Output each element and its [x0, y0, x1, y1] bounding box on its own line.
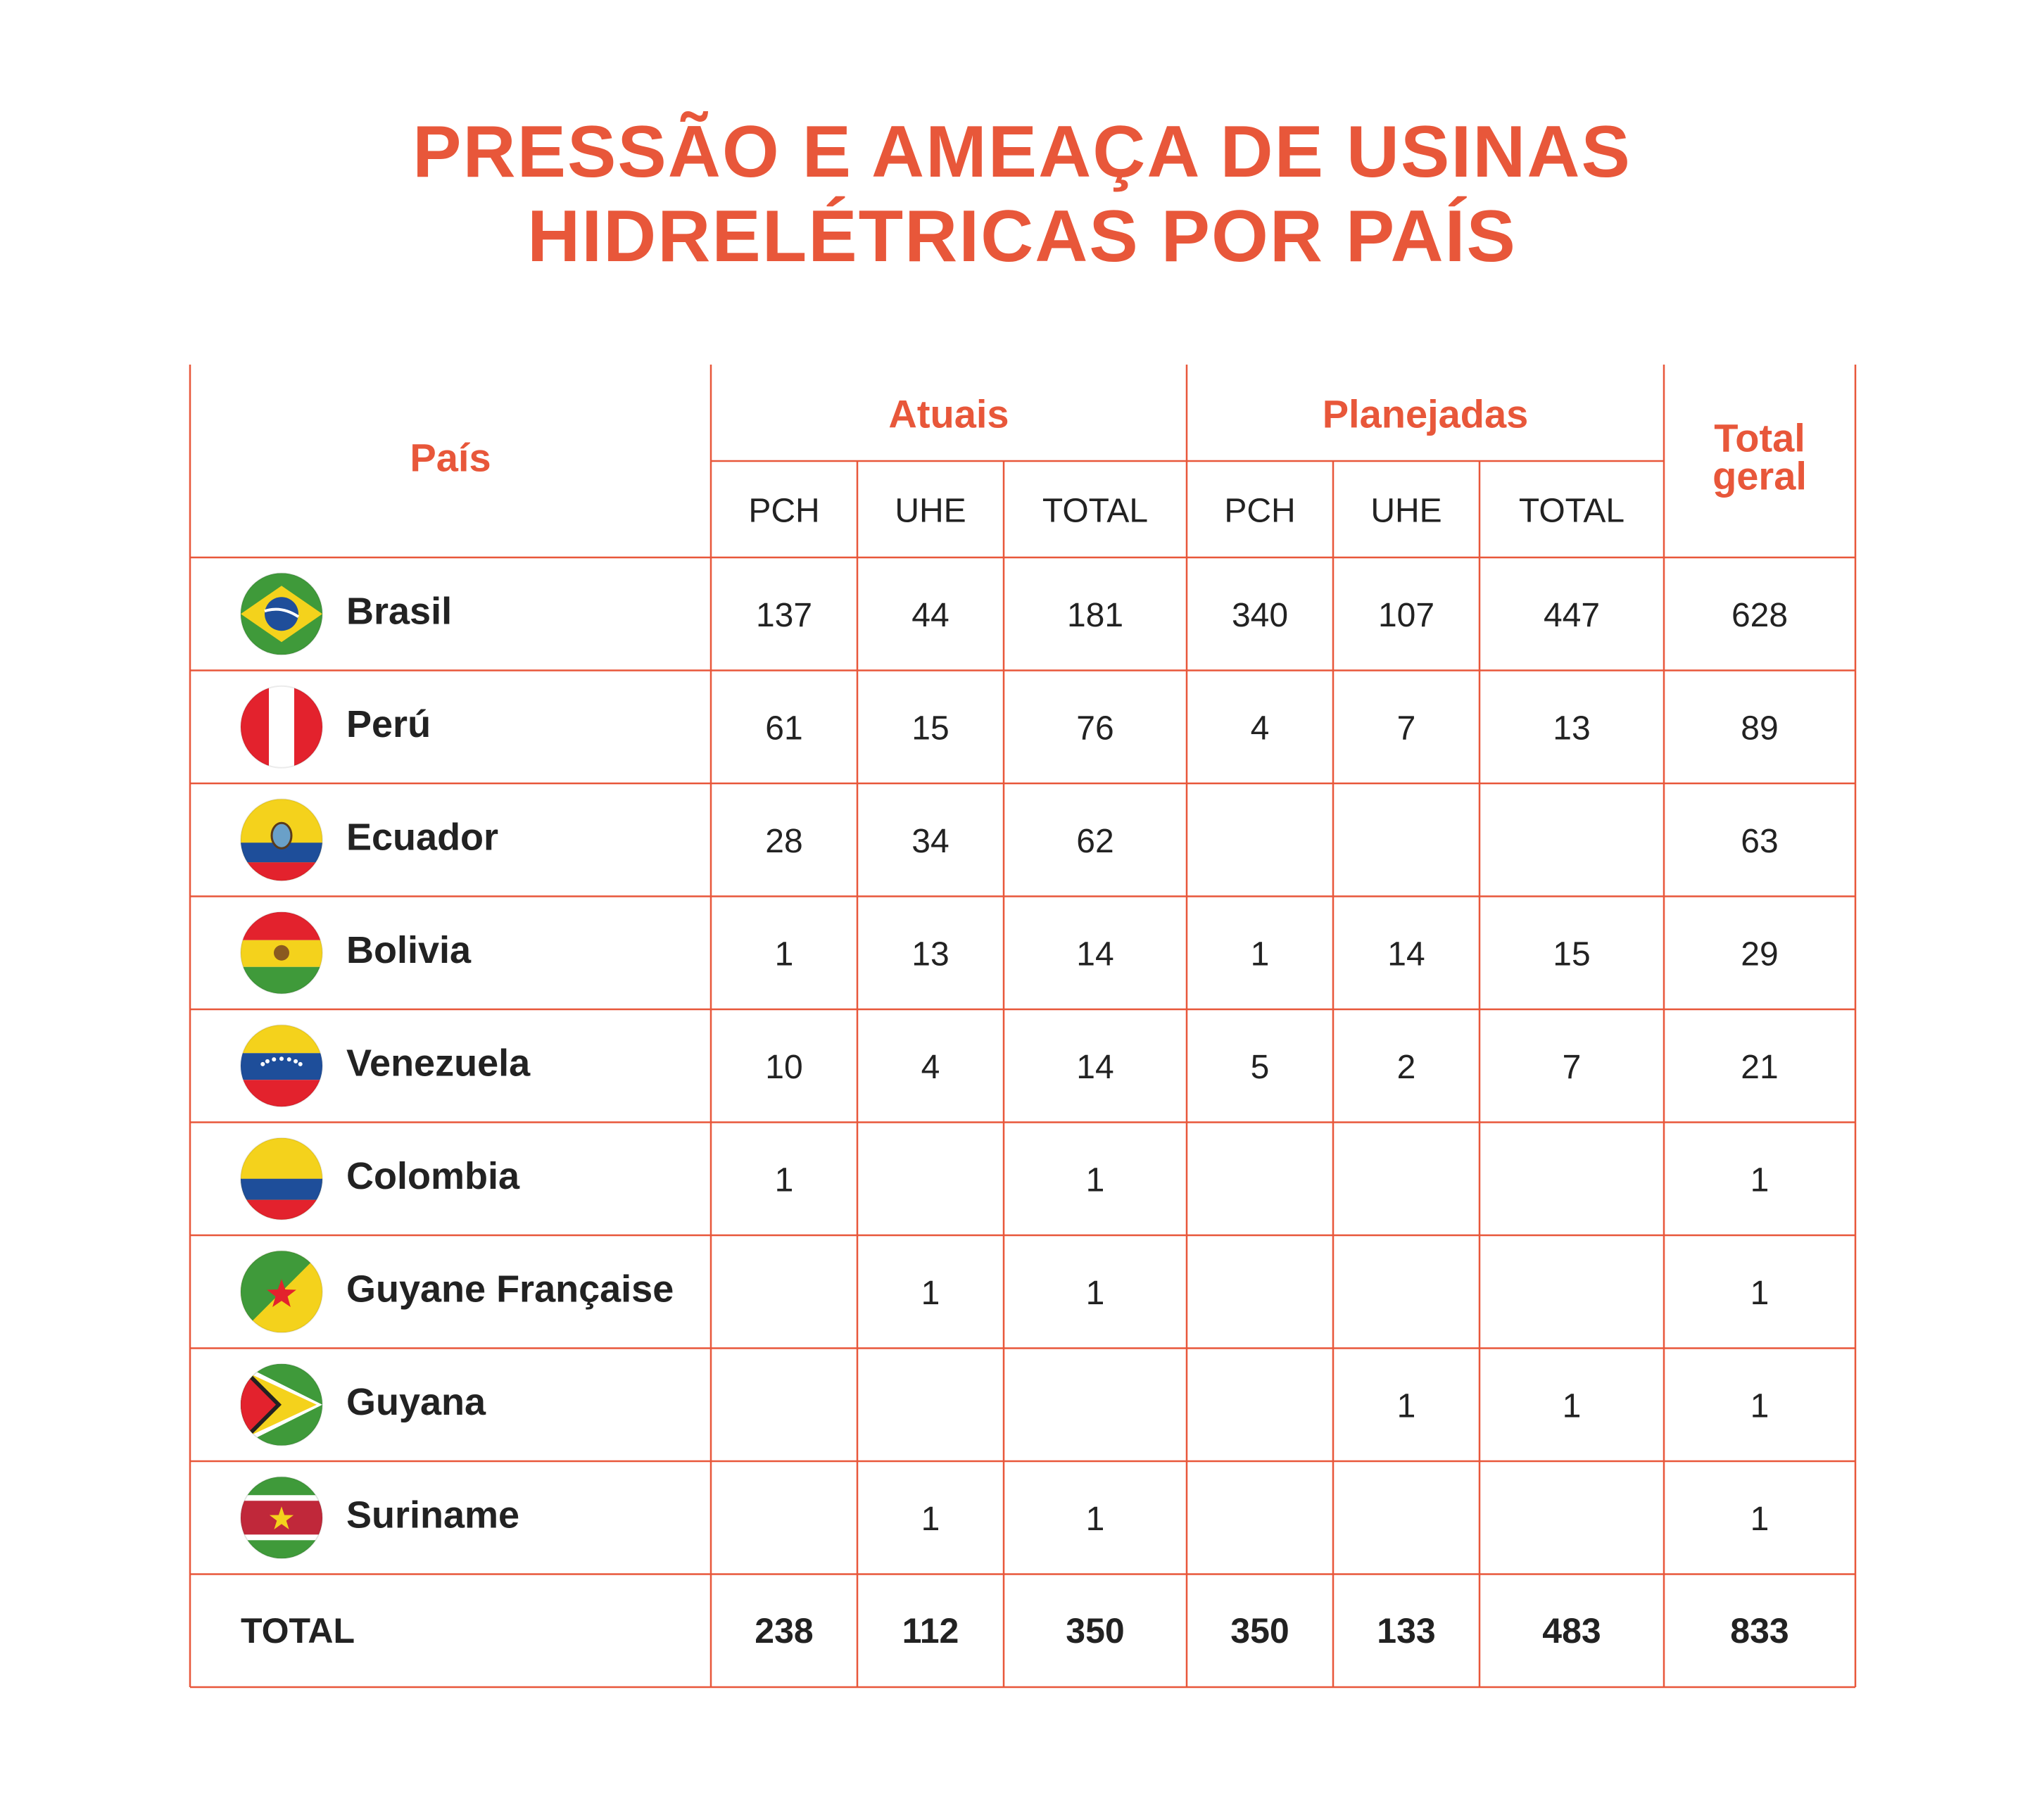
value-cell: 63: [1741, 823, 1778, 860]
country-column-header: País: [410, 436, 491, 480]
value-cell: 15: [1553, 935, 1590, 973]
ecuador-flag-icon: [240, 798, 323, 882]
colombia-flag-icon: [240, 1137, 323, 1220]
value-cell: 10: [765, 1049, 802, 1086]
suriname-flag-icon: [240, 1476, 323, 1560]
title-line-2: HIDRELÉTRICAS POR PAÍS: [527, 196, 1517, 277]
peru-flag-icon: [240, 685, 323, 769]
subcolumn-header: UHE: [1370, 493, 1441, 530]
value-cell: 7: [1563, 1049, 1582, 1086]
table-row: Suriname 1 1 1: [240, 1476, 1769, 1560]
table-grid: [189, 365, 1857, 1689]
total-value-cell: 350: [1230, 1611, 1289, 1651]
table-row: Ecuador 28 34 62 63: [240, 798, 1779, 882]
value-cell: 4: [1251, 709, 1270, 747]
value-cell: 14: [1076, 935, 1114, 973]
value-cell: 28: [765, 823, 802, 860]
table-row: Bolivia 1 13 14 1 14 15 29: [240, 911, 1779, 995]
subcolumn-header: TOTAL: [1042, 493, 1148, 530]
value-cell: 89: [1741, 709, 1778, 747]
total-value-cell: 112: [902, 1611, 959, 1651]
country-name: Venezuela: [346, 1042, 531, 1084]
country-name: Suriname: [346, 1494, 519, 1536]
value-cell: 13: [1553, 709, 1590, 747]
value-cell: 137: [756, 597, 812, 634]
table-row: Guyane Française 1 1 1: [240, 1250, 1769, 1334]
value-cell: 62: [1076, 823, 1114, 860]
title-line-1: PRESSÃO E AMEAÇA DE USINAS: [412, 111, 1632, 193]
total-value-cell: 133: [1377, 1611, 1435, 1651]
value-cell: 1: [775, 1161, 794, 1199]
value-cell: 1: [1086, 1501, 1105, 1538]
country-name: Guyana: [346, 1381, 486, 1423]
subcolumn-header: TOTAL: [1519, 493, 1625, 530]
value-cell: 107: [1378, 597, 1434, 634]
value-cell: 14: [1076, 1049, 1114, 1086]
table-row: Guyana 1 1 1: [240, 1363, 1769, 1446]
country-name: Ecuador: [346, 816, 498, 858]
total-geral-header-line-1: Total: [1714, 416, 1805, 460]
value-cell: 1: [1086, 1161, 1105, 1199]
value-cell: 447: [1544, 597, 1600, 634]
value-cell: 340: [1232, 597, 1288, 634]
french-guiana-flag-icon: [240, 1250, 323, 1334]
value-cell: 1: [921, 1501, 940, 1538]
total-geral-header-line-2: geral: [1712, 454, 1807, 498]
value-cell: 15: [911, 709, 949, 747]
value-cell: 1: [1397, 1387, 1416, 1425]
value-cell: 1: [1750, 1501, 1769, 1538]
value-cell: 1: [1086, 1275, 1105, 1312]
value-cell: 1: [1251, 935, 1270, 973]
value-cell: 44: [911, 597, 949, 634]
value-cell: 1: [1750, 1387, 1769, 1425]
table-row: Brasil 137 44 181 340 107 447 628: [240, 572, 1788, 656]
country-name: Colombia: [346, 1155, 520, 1197]
total-value-cell: 350: [1066, 1611, 1124, 1651]
venezuela-flag-icon: [240, 1024, 323, 1108]
value-cell: 181: [1067, 597, 1123, 634]
value-cell: 61: [765, 709, 802, 747]
group-header-atuais: Atuais: [888, 392, 1009, 436]
subcolumn-header: PCH: [748, 493, 819, 530]
value-cell: 1: [1563, 1387, 1582, 1425]
value-cell: 34: [911, 823, 949, 860]
bolivia-flag-icon: [240, 911, 323, 995]
total-value-cell: 483: [1542, 1611, 1601, 1651]
value-cell: 29: [1741, 935, 1778, 973]
value-cell: 13: [911, 935, 949, 973]
value-cell: 1: [921, 1275, 940, 1312]
table-row: Colombia 1 1 1: [240, 1137, 1769, 1220]
country-name: Guyane Française: [346, 1268, 674, 1310]
country-name: Bolivia: [346, 929, 472, 971]
value-cell: 2: [1397, 1049, 1416, 1086]
table-total-row: TOTAL 238 112 350 350 133 483 833: [241, 1611, 1789, 1651]
total-value-cell: 833: [1730, 1611, 1788, 1651]
value-cell: 1: [1750, 1275, 1769, 1312]
guyana-flag-icon: [240, 1363, 323, 1446]
value-cell: 76: [1076, 709, 1114, 747]
value-cell: 1: [775, 935, 794, 973]
table-row: Perú 61 15 76 4 7 13 89: [240, 685, 1779, 769]
group-header-planejadas: Planejadas: [1323, 392, 1529, 436]
value-cell: 14: [1387, 935, 1425, 973]
subcolumn-header: UHE: [895, 493, 966, 530]
value-cell: 1: [1750, 1161, 1769, 1199]
brazil-flag-icon: [240, 572, 323, 656]
value-cell: 7: [1397, 709, 1416, 747]
total-row-label: TOTAL: [241, 1611, 355, 1651]
value-cell: 5: [1251, 1049, 1270, 1086]
value-cell: 4: [921, 1049, 940, 1086]
country-name: Perú: [346, 703, 431, 745]
total-value-cell: 238: [755, 1611, 813, 1651]
value-cell: 21: [1741, 1049, 1778, 1086]
value-cell: 628: [1731, 597, 1788, 634]
country-name: Brasil: [346, 590, 452, 632]
table-row: Venezuela 10 4 14 5 2 7 21: [240, 1024, 1779, 1108]
subcolumn-header: PCH: [1224, 493, 1295, 530]
